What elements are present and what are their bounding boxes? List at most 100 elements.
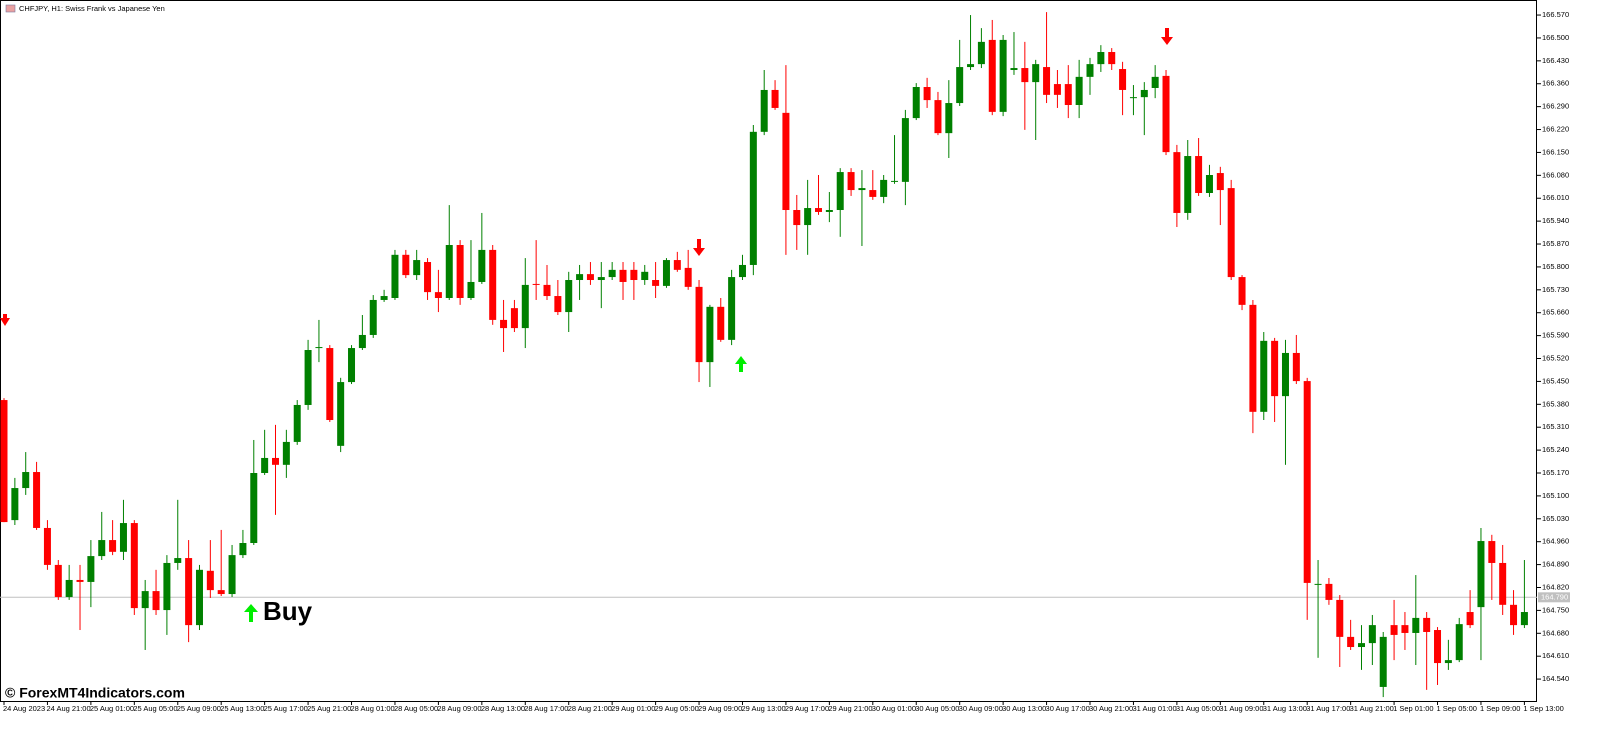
buy-arrow	[244, 604, 258, 622]
candle-body	[369, 299, 377, 335]
x-tick-label: 29 Aug 21:00	[828, 704, 872, 713]
candle-body	[500, 319, 508, 329]
candle-body	[250, 473, 258, 544]
candle-body	[1434, 630, 1442, 664]
y-tick-label: 166.010	[1542, 193, 1569, 202]
current-price-label: 164.790	[1541, 592, 1568, 601]
candle-body	[804, 208, 812, 226]
candle-body	[565, 280, 573, 313]
y-tick-label: 165.380	[1542, 399, 1569, 408]
buy-arrow	[735, 356, 747, 372]
candle-body	[684, 267, 692, 287]
x-tick-label: 25 Aug 09:00	[177, 704, 221, 713]
candle-body	[1412, 617, 1420, 633]
candle-body	[478, 249, 486, 282]
candle-body	[847, 172, 855, 191]
candle-body	[1401, 625, 1409, 633]
candle-body	[977, 41, 985, 65]
candle-body	[1455, 624, 1463, 661]
y-tick-label: 166.080	[1542, 170, 1569, 179]
candle-body	[641, 271, 649, 281]
buy-annotation: Buy	[263, 596, 313, 626]
candle-body	[315, 347, 323, 349]
candle-body	[1314, 583, 1322, 585]
y-tick-label: 165.520	[1542, 353, 1569, 362]
x-tick-label: 29 Aug 01:00	[611, 704, 655, 713]
y-tick-label: 166.570	[1542, 10, 1569, 19]
candle-body	[521, 284, 529, 329]
x-tick-label: 29 Aug 17:00	[785, 704, 829, 713]
candle-body	[282, 441, 290, 465]
candle-body	[749, 131, 757, 265]
candle-body	[1325, 583, 1333, 600]
candle-body	[0, 400, 8, 523]
candle-body	[880, 179, 888, 197]
candle-body	[130, 523, 138, 609]
candle-body	[652, 280, 660, 286]
y-tick-label: 165.590	[1542, 331, 1569, 340]
watermark: © ForexMT4Indicators.com	[5, 685, 185, 701]
candle-body	[1097, 52, 1105, 65]
candle-body	[695, 286, 703, 363]
candle-body	[163, 562, 171, 611]
y-tick-label: 164.960	[1542, 537, 1569, 546]
x-tick-label: 31 Aug 09:00	[1219, 704, 1263, 713]
y-tick-label: 165.310	[1542, 422, 1569, 431]
candle-body	[717, 306, 725, 340]
x-tick-label: 30 Aug 01:00	[872, 704, 916, 713]
sell-arrow	[0, 314, 10, 326]
candle-body	[934, 100, 942, 134]
x-tick-label: 28 Aug 21:00	[568, 704, 612, 713]
candle-body	[891, 180, 899, 182]
candle-body	[1260, 340, 1268, 412]
y-tick-label: 166.430	[1542, 56, 1569, 65]
sell-arrow	[693, 239, 705, 256]
candle-body	[152, 591, 160, 611]
candle-body	[141, 591, 149, 609]
candle-body	[206, 570, 214, 591]
y-tick-label: 165.450	[1542, 376, 1569, 385]
candle-body	[912, 87, 920, 119]
candle-body	[1129, 97, 1137, 99]
candle-body	[543, 284, 551, 297]
candle-body	[445, 245, 453, 298]
candle-body	[195, 569, 203, 626]
x-tick-label: 1 Sep 01:00	[1393, 704, 1433, 713]
x-tick-label: 1 Sep 13:00	[1523, 704, 1563, 713]
x-tick-label: 28 Aug 09:00	[437, 704, 481, 713]
candle-body	[967, 64, 975, 68]
y-tick-label: 165.100	[1542, 491, 1569, 500]
candle-body	[1075, 76, 1083, 106]
candle-body	[1379, 636, 1387, 687]
x-tick-label: 30 Aug 13:00	[1002, 704, 1046, 713]
candle-body	[1466, 612, 1474, 626]
x-tick-label: 1 Sep 05:00	[1437, 704, 1477, 713]
x-tick-label: 31 Aug 01:00	[1132, 704, 1176, 713]
y-tick-label: 165.870	[1542, 239, 1569, 248]
candle-body	[1249, 304, 1257, 412]
candle-body	[1477, 541, 1485, 608]
candle-body	[1271, 340, 1279, 397]
candle-body	[738, 264, 746, 278]
candle-body	[54, 564, 62, 597]
candle-body	[98, 540, 106, 557]
candle-body	[815, 208, 822, 212]
x-tick-label: 25 Aug 21:00	[307, 704, 351, 713]
candle-body	[1358, 643, 1365, 648]
x-tick-label: 25 Aug 13:00	[220, 704, 264, 713]
candle-body	[1227, 188, 1235, 278]
candle-body	[999, 39, 1007, 112]
candle-body	[1499, 562, 1507, 605]
x-tick-label: 28 Aug 05:00	[394, 704, 438, 713]
candle-body	[65, 579, 73, 597]
candles	[0, 12, 1528, 698]
candle-body	[467, 281, 475, 298]
candle-body	[413, 260, 421, 276]
candle-body	[119, 523, 127, 552]
x-tick-label: 1 Sep 09:00	[1480, 704, 1520, 713]
candle-body	[576, 274, 584, 281]
x-tick-label: 31 Aug 21:00	[1350, 704, 1394, 713]
y-tick-label: 164.750	[1542, 605, 1569, 614]
candle-body	[22, 472, 30, 489]
